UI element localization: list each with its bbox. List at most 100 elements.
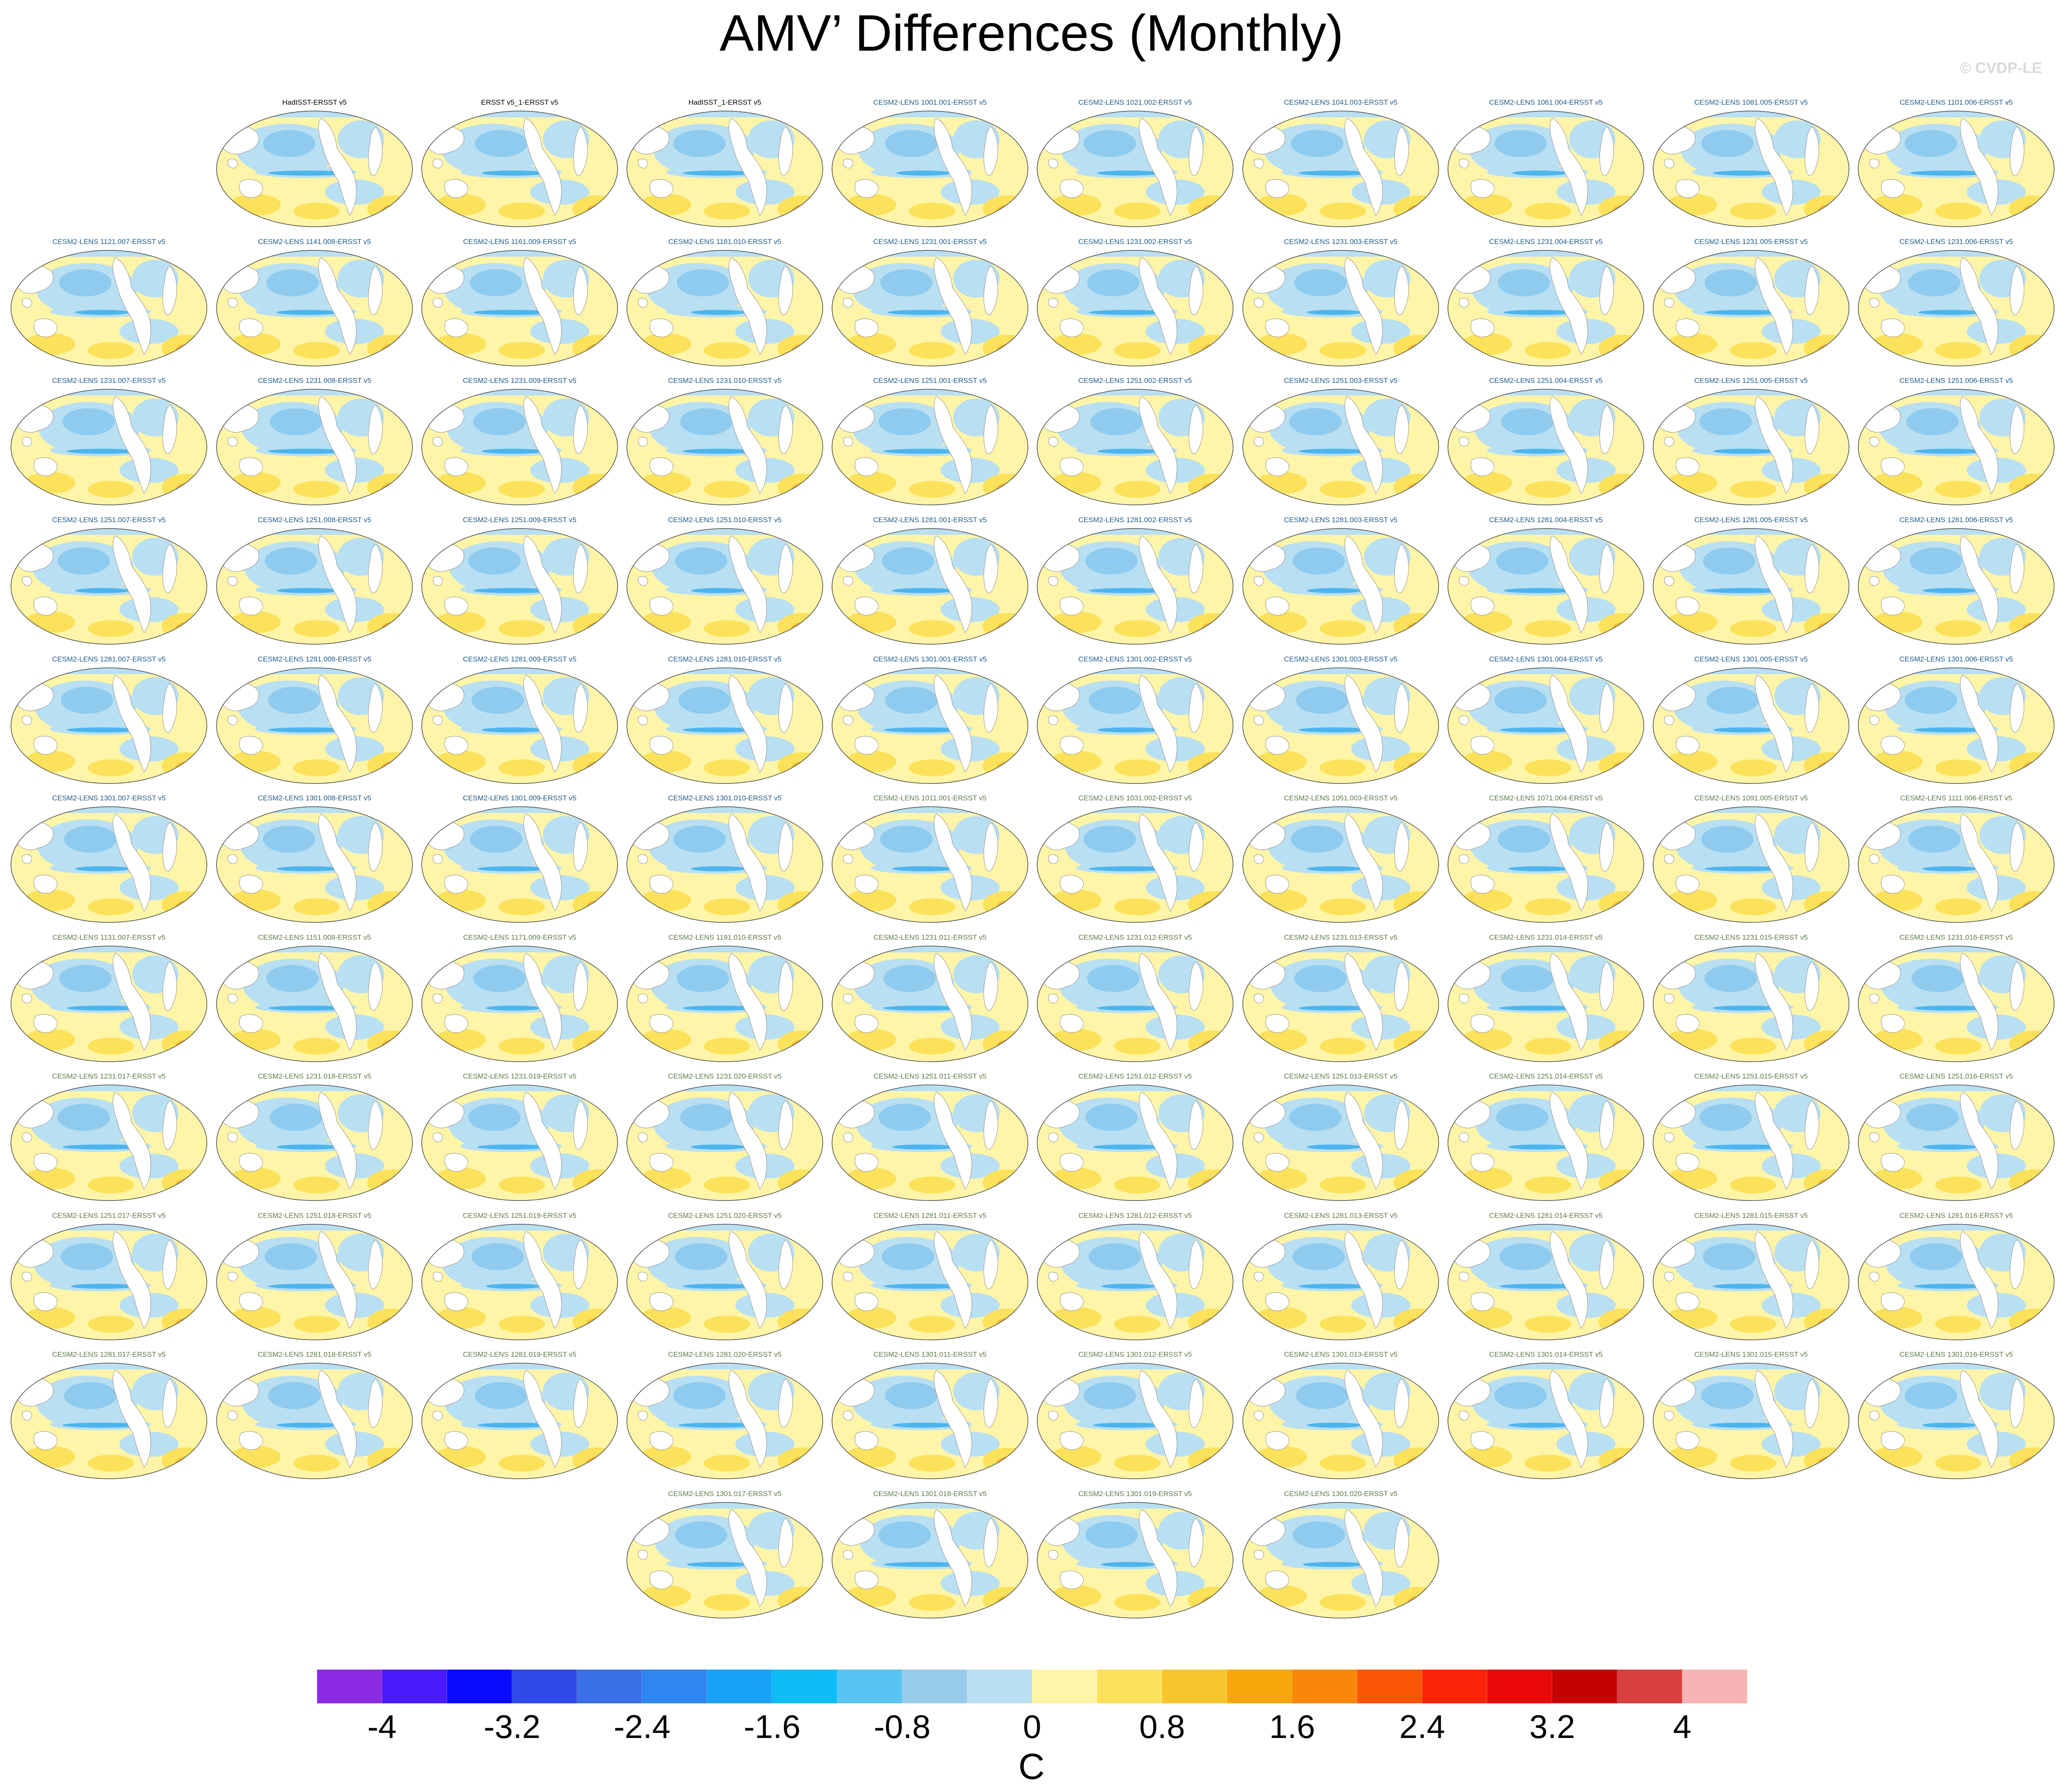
- colorbar-units: C: [1018, 1746, 1045, 1787]
- panel-title: CESM2-LENS 1301.001-ERSST v5: [873, 655, 987, 663]
- global-map: [1653, 111, 1849, 227]
- map-panel: CESM2-LENS 1231.019-ERSST v5: [417, 1072, 622, 1207]
- global-map: [421, 111, 618, 227]
- map-panel: CESM2-LENS 1251.011-ERSST v5: [827, 1072, 1033, 1207]
- panel-title: CESM2-LENS 1121.007-ERSST v5: [52, 238, 165, 246]
- panel-title: CESM2-LENS 1281.004-ERSST v5: [1489, 516, 1603, 524]
- map-panel: CESM2-LENS 1171.009-ERSST v5: [417, 933, 622, 1068]
- map-panel: CESM2-LENS 1301.001-ERSST v5: [827, 655, 1033, 790]
- panel-title: CESM2-LENS 1021.002-ERSST v5: [1078, 98, 1192, 106]
- global-map: [1653, 667, 1849, 784]
- panel-title: CESM2-LENS 1301.009-ERSST v5: [463, 794, 577, 802]
- colorbar-tick-label: 3.2: [1529, 1708, 1575, 1745]
- map-panel: CESM2-LENS 1301.008-ERSST v5: [212, 794, 417, 929]
- map-panel: CESM2-LENS 1281.014-ERSST v5: [1443, 1211, 1648, 1346]
- map-panel: CESM2-LENS 1031.002-ERSST v5: [1033, 794, 1238, 929]
- panel-title: CESM2-LENS 1251.017-ERSST v5: [52, 1212, 166, 1220]
- map-panel: CESM2-LENS 1081.005-ERSST v5: [1648, 98, 1854, 233]
- global-map: [1448, 1363, 1644, 1479]
- map-panel: CESM2-LENS 1251.002-ERSST v5: [1033, 376, 1238, 511]
- map-panel: CESM2-LENS 1281.017-ERSST v5: [6, 1350, 211, 1485]
- global-map: [216, 250, 413, 366]
- map-panel: CESM2-LENS 1101.006-ERSST v5: [1854, 98, 2059, 233]
- global-map: [1858, 946, 2055, 1062]
- global-map: [1037, 111, 1233, 227]
- global-map: [1448, 389, 1644, 505]
- global-map: [832, 528, 1028, 645]
- global-map: [11, 1363, 207, 1479]
- global-map: [1037, 250, 1233, 366]
- panel-title: CESM2-LENS 1231.005-ERSST v5: [1694, 238, 1808, 246]
- panel-title: CESM2-LENS 1231.006-ERSST v5: [1899, 238, 2013, 246]
- panel-title: CESM2-LENS 1301.004-ERSST v5: [1489, 655, 1603, 663]
- global-map: [421, 946, 618, 1062]
- global-map: [216, 946, 413, 1062]
- panel-title: HadISST-ERSST v5: [282, 98, 347, 106]
- map-panel: CESM2-LENS 1251.006-ERSST v5: [1854, 376, 2059, 511]
- panel-title: CESM2-LENS 1281.018-ERSST v5: [258, 1350, 371, 1358]
- global-map: [626, 111, 823, 227]
- panel-title: CESM2-LENS 1031.002-ERSST v5: [1078, 794, 1192, 802]
- map-panel: CESM2-LENS 1041.003-ERSST v5: [1238, 98, 1443, 233]
- colorbar-tick-label: 2.4: [1399, 1708, 1445, 1745]
- credit-watermark: © CVDP-LE: [1960, 59, 2042, 76]
- map-panel: CESM2-LENS 1281.002-ERSST v5: [1033, 515, 1238, 651]
- colorbar-box: [1487, 1670, 1552, 1703]
- map-panel: CESM2-LENS 1281.004-ERSST v5: [1443, 515, 1648, 651]
- colorbar-box: [317, 1670, 382, 1703]
- map-panel: CESM2-LENS 1231.011-ERSST v5: [827, 933, 1033, 1068]
- global-map: [216, 528, 413, 645]
- colorbar-box: [1162, 1670, 1227, 1703]
- map-panel: CESM2-LENS 1301.016-ERSST v5: [1854, 1350, 2059, 1485]
- global-map: [832, 111, 1028, 227]
- colorbar-box: [967, 1670, 1032, 1703]
- figure-title: AMV’ Differences (Monthly): [719, 4, 1344, 62]
- global-map: [216, 806, 413, 923]
- global-map: [1242, 1224, 1439, 1340]
- global-map: [1858, 1224, 2055, 1340]
- map-panel: CESM2-LENS 1141.008-ERSST v5: [212, 237, 417, 372]
- global-map: [1242, 389, 1439, 505]
- map-panel: CESM2-LENS 1131.007-ERSST v5: [6, 933, 211, 1068]
- panel-title: CESM2-LENS 1251.004-ERSST v5: [1489, 377, 1603, 385]
- map-panel: HadISST-ERSST v5: [212, 98, 417, 233]
- panel-title: CESM2-LENS 1061.004-ERSST v5: [1489, 98, 1603, 106]
- global-map: [832, 946, 1028, 1062]
- map-panel: CESM2-LENS 1281.003-ERSST v5: [1238, 515, 1443, 651]
- global-map: [832, 667, 1028, 784]
- panel-title: CESM2-LENS 1151.008-ERSST v5: [258, 933, 371, 941]
- map-panel: CESM2-LENS 1231.008-ERSST v5: [212, 376, 417, 511]
- panel-title: CESM2-LENS 1251.015-ERSST v5: [1694, 1072, 1808, 1080]
- panel-title: CESM2-LENS 1301.010-ERSST v5: [668, 794, 782, 802]
- map-panel: CESM2-LENS 1231.015-ERSST v5: [1648, 933, 1854, 1068]
- global-map: [832, 389, 1028, 505]
- map-panel: CESM2-LENS 1301.004-ERSST v5: [1443, 655, 1648, 790]
- global-map: [1448, 1084, 1644, 1201]
- global-map: [1037, 667, 1233, 784]
- map-panel: CESM2-LENS 1231.007-ERSST v5: [6, 376, 211, 511]
- panel-title: CESM2-LENS 1251.007-ERSST v5: [52, 516, 166, 524]
- panel-title: CESM2-LENS 1251.019-ERSST v5: [463, 1212, 577, 1220]
- map-panel: CESM2-LENS 1301.007-ERSST v5: [6, 794, 211, 929]
- panel-title: CESM2-LENS 1251.020-ERSST v5: [668, 1212, 782, 1220]
- map-panel: CESM2-LENS 1251.014-ERSST v5: [1443, 1072, 1648, 1207]
- colorbar-box: [382, 1670, 447, 1703]
- map-panel: CESM2-LENS 1231.009-ERSST v5: [417, 376, 622, 511]
- global-map: [1037, 946, 1233, 1062]
- map-panel: CESM2-LENS 1231.018-ERSST v5: [212, 1072, 417, 1207]
- map-panel: CESM2-LENS 1281.020-ERSST v5: [622, 1350, 827, 1485]
- map-panel: CESM2-LENS 1251.012-ERSST v5: [1033, 1072, 1238, 1207]
- map-panel: CESM2-LENS 1251.003-ERSST v5: [1238, 376, 1443, 511]
- global-map: [1858, 1363, 2055, 1479]
- colorbar-box: [837, 1670, 902, 1703]
- map-panel: CESM2-LENS 1251.007-ERSST v5: [6, 515, 211, 651]
- panel-title: CESM2-LENS 1231.018-ERSST v5: [258, 1072, 371, 1080]
- panel-title: CESM2-LENS 1231.008-ERSST v5: [258, 377, 371, 385]
- map-panel: CESM2-LENS 1231.013-ERSST v5: [1238, 933, 1443, 1068]
- panel-title: CESM2-LENS 1281.015-ERSST v5: [1694, 1212, 1808, 1220]
- panel-title: CESM2-LENS 1301.014-ERSST v5: [1489, 1350, 1603, 1358]
- panel-title: CESM2-LENS 1231.020-ERSST v5: [668, 1072, 782, 1080]
- colorbar-box: [1032, 1670, 1097, 1703]
- global-map: [832, 1224, 1028, 1340]
- map-panel: CESM2-LENS 1251.008-ERSST v5: [212, 515, 417, 651]
